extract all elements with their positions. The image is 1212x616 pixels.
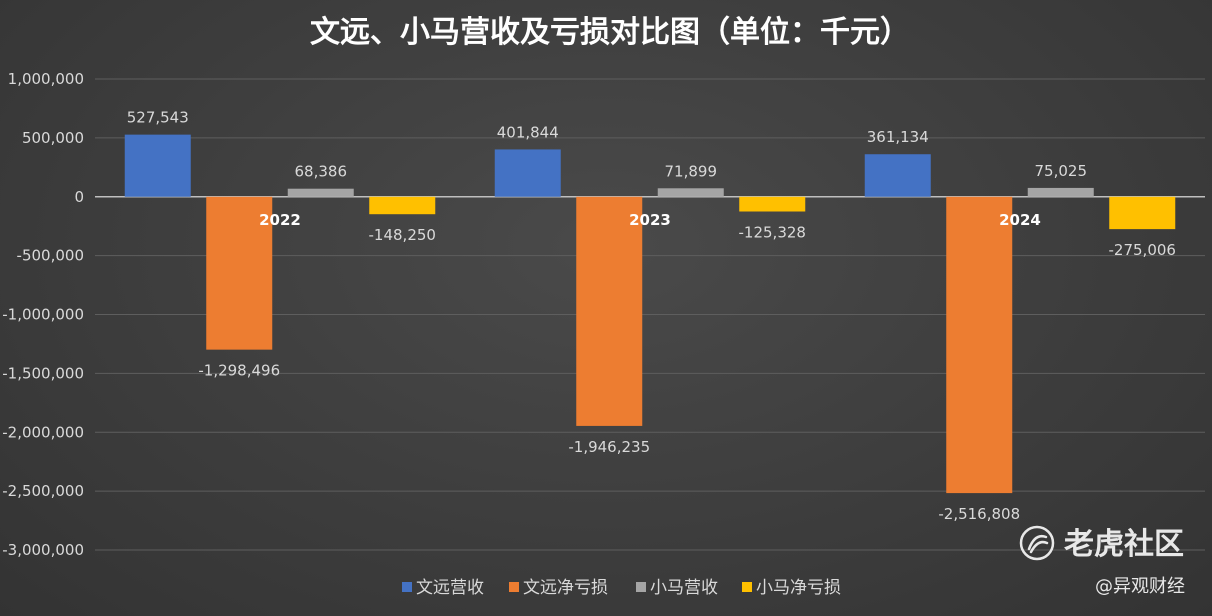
bar [946,196,1013,494]
bar [576,196,643,426]
legend-swatch [402,582,412,592]
y-axis: 1,000,000 500,000 0 -500,000 -1,000,000 -1,50… [2,70,84,559]
chart-title: 文远、小马营收及亏损对比图（单位：千元） [310,15,910,50]
bar [864,154,931,197]
y-tick-label: -3,000,000 [2,541,84,559]
y-tick-label: -2,500,000 [2,482,84,500]
y-tick-label: -500,000 [17,247,84,265]
data-label: -148,250 [369,226,436,244]
data-label: 401,844 [497,123,559,141]
bar [369,196,436,215]
legend-item: 文远净亏损 [509,578,608,598]
legend-swatch [742,582,752,592]
legend-item: 小马净亏损 [742,578,841,598]
x-category-label: 2024 [999,211,1041,229]
x-category-label: 2023 [629,211,671,229]
y-tick-label: -1,000,000 [2,306,84,324]
category-labels: 2022 2023 2024 [259,211,1041,229]
bar [1027,187,1094,197]
legend-label: 小马净亏损 [756,578,841,598]
legend-swatch [636,582,646,592]
credit-text: @异观财经 [1095,576,1185,597]
bar [494,149,561,197]
data-label: 71,899 [665,162,718,180]
data-label: -1,946,235 [568,438,650,456]
data-label: -125,328 [739,224,806,242]
y-tick-label: 0 [74,188,84,206]
x-category-label: 2022 [259,211,301,229]
y-tick-label: -1,500,000 [2,364,84,382]
bar [287,188,354,197]
watermark: 老虎社区 [1019,525,1184,562]
y-tick-label: -2,000,000 [2,423,84,441]
watermark-text: 老虎社区 [1064,527,1184,562]
data-label: 361,134 [867,128,929,146]
bar [1109,196,1176,230]
bar [206,196,273,350]
legend-label: 小马营收 [650,578,718,598]
legend-item: 文远营收 [402,578,484,598]
legend-item: 小马营收 [636,578,718,598]
y-tick-label: 500,000 [22,129,84,147]
bar [124,134,191,197]
bar [739,196,806,212]
data-label: 75,025 [1035,162,1088,180]
data-label: -275,006 [1109,241,1176,259]
data-label: 68,386 [295,163,348,181]
data-label: -1,298,496 [198,362,280,380]
bars: 527,543 -1,298,496 68,386 -148,250 401,844 -1… [124,109,1176,523]
gridlines [95,78,1205,551]
legend-label: 文远净亏损 [523,578,608,598]
legend-label: 文远营收 [416,578,484,598]
y-tick-label: 1,000,000 [8,70,84,88]
data-label: 527,543 [127,109,189,127]
data-label: -2,516,808 [938,505,1020,523]
bar [657,188,724,197]
legend: 文远营收 文远净亏损 小马营收 小马净亏损 [402,578,841,598]
tiger-community-logo [1019,525,1055,561]
legend-swatch [509,582,519,592]
